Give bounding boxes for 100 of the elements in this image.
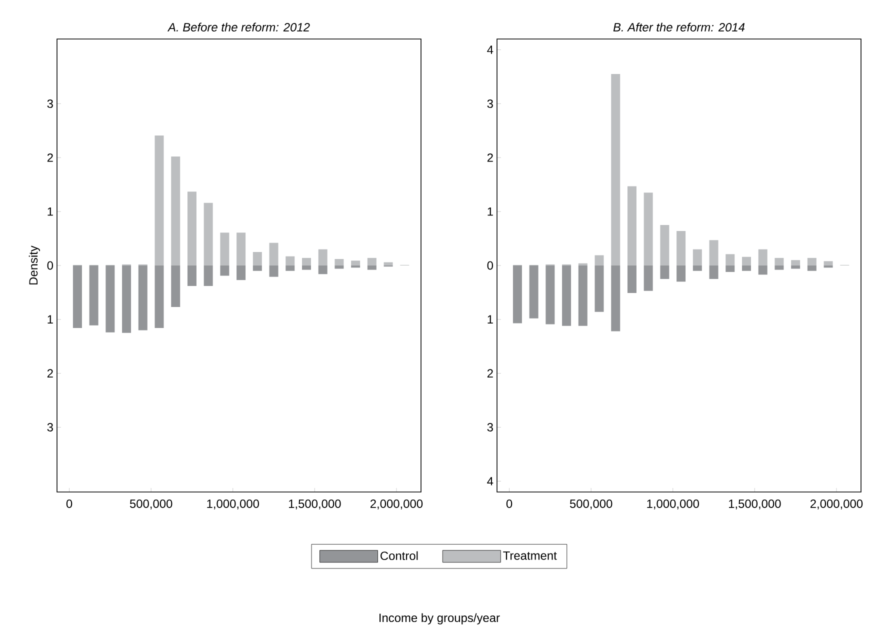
y-tick-label: 3	[487, 423, 493, 432]
bar	[627, 186, 636, 266]
y-tick-label: 0	[47, 261, 54, 270]
legend-label: Control	[380, 551, 418, 560]
y-tick-label: 4	[487, 46, 494, 54]
y-tick-label: 2	[47, 369, 53, 378]
bar	[676, 230, 686, 266]
bar	[154, 265, 164, 328]
bar	[286, 256, 295, 266]
bar	[72, 265, 82, 328]
bar	[824, 261, 833, 266]
bar	[709, 265, 718, 279]
bar	[529, 265, 538, 318]
x-tick-label: 1,000,000	[647, 500, 699, 510]
x-tick-label: 2,000,000	[370, 500, 423, 510]
bar	[774, 258, 784, 266]
bar	[807, 265, 816, 271]
bar	[384, 262, 393, 266]
bar	[89, 265, 98, 326]
y-tick-label: 3	[47, 99, 53, 108]
bar	[627, 265, 636, 293]
bar	[318, 265, 328, 274]
legend-label: Treatment	[503, 552, 557, 560]
y-tick-label: 2	[47, 153, 53, 162]
bar	[676, 265, 686, 282]
y-tick-label: 1	[48, 207, 53, 216]
x-axis-title: Income by groups/year	[380, 613, 500, 624]
bar	[252, 265, 262, 271]
bar	[252, 252, 262, 266]
x-tick-label: 0	[66, 500, 72, 508]
x-tick-label: 1,500,000	[728, 500, 781, 510]
y-tick-label: 4	[487, 477, 494, 486]
x-tick-label: 1,000,000	[207, 500, 259, 510]
bar	[171, 265, 180, 308]
bar	[236, 265, 246, 280]
bar	[187, 192, 196, 266]
bar	[367, 265, 376, 270]
bar	[269, 265, 278, 277]
bar	[367, 258, 376, 266]
bar	[171, 156, 180, 266]
bar	[334, 265, 344, 269]
y-tick-label: 2	[487, 369, 493, 378]
y-tick-label: 1	[48, 315, 53, 324]
bar	[660, 225, 670, 266]
y-tick-label: 3	[487, 99, 493, 108]
bar	[726, 265, 735, 272]
x-tick-label: 500,000	[130, 500, 172, 510]
chart-title: A. Before the reform: 2012	[167, 22, 310, 32]
y-tick-label: 3	[47, 423, 53, 432]
bar	[154, 136, 164, 266]
x-tick-label: 500,000	[570, 500, 612, 510]
bar	[611, 74, 620, 266]
bar	[742, 265, 751, 271]
bar	[758, 265, 768, 275]
bar	[302, 258, 311, 266]
bar	[204, 265, 213, 286]
bar	[204, 202, 213, 266]
chart-title: B. After the reform: 2014	[613, 22, 745, 32]
bar	[644, 265, 653, 291]
x-tick-label: 2,000,000	[810, 500, 863, 510]
bar	[791, 260, 800, 266]
bar	[611, 265, 620, 332]
bar	[286, 265, 295, 271]
bar	[122, 265, 132, 333]
x-tick-label: 1,500,000	[288, 500, 341, 510]
bar	[578, 265, 588, 326]
bar	[269, 242, 278, 266]
bar	[220, 265, 230, 276]
x-tick-label: 0	[506, 500, 512, 508]
bar	[807, 258, 816, 266]
bar	[236, 232, 246, 266]
bar	[546, 265, 555, 324]
y-axis-title: Density	[28, 246, 40, 284]
bar	[774, 265, 784, 270]
bar	[562, 265, 572, 326]
bar	[220, 232, 230, 266]
y-tick-label: 2	[487, 153, 493, 162]
bar	[351, 260, 360, 266]
bar	[594, 255, 604, 266]
bar	[512, 265, 522, 324]
bar	[644, 192, 653, 266]
bar	[187, 265, 196, 286]
bar	[758, 249, 768, 266]
bar	[726, 254, 735, 266]
bar	[594, 265, 604, 312]
bar	[138, 265, 148, 330]
bar	[334, 259, 344, 266]
bar	[791, 265, 800, 269]
bar	[106, 265, 115, 332]
y-tick-label: 0	[487, 261, 494, 270]
y-tick-label: 1	[488, 207, 493, 216]
bar	[302, 265, 311, 270]
bar	[742, 256, 751, 266]
bar	[318, 249, 328, 266]
y-tick-label: 1	[488, 315, 493, 324]
bar	[692, 249, 702, 266]
bar	[351, 265, 360, 268]
bar	[709, 240, 718, 266]
bar	[692, 265, 702, 271]
bar	[824, 265, 833, 268]
